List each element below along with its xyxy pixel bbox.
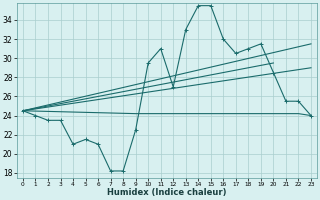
X-axis label: Humidex (Indice chaleur): Humidex (Indice chaleur)	[107, 188, 227, 197]
